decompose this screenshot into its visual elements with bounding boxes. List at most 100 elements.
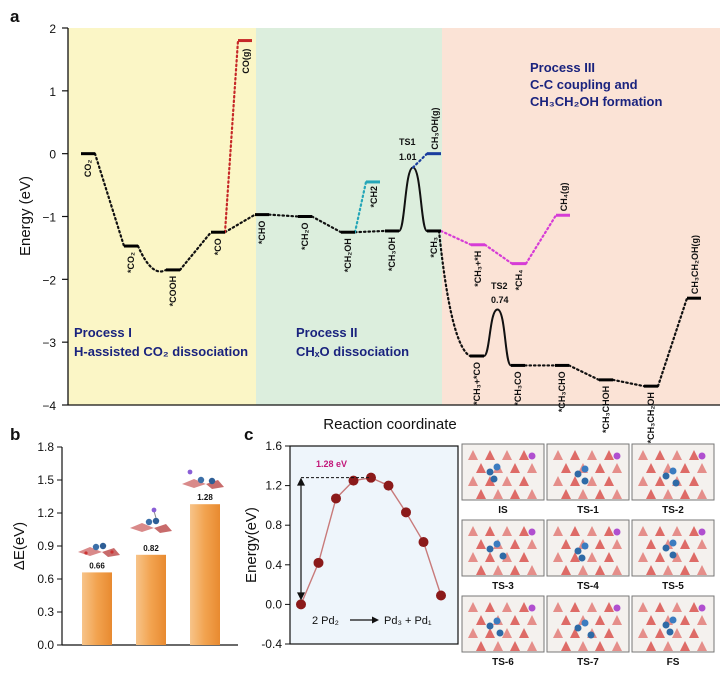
lattice-triangle: [697, 641, 707, 651]
cluster-structure-2: [130, 507, 172, 533]
state-label: CH₃CH₂OH(g): [690, 235, 700, 294]
lattice-triangle: [485, 476, 495, 486]
structure-label: TS-3: [492, 581, 514, 592]
pd-atom: [574, 624, 582, 632]
process-2-title: Process II: [296, 325, 357, 340]
neb-point: [383, 480, 394, 491]
lattice-triangle: [612, 539, 622, 549]
lattice-triangle: [570, 602, 580, 612]
lattice-triangle: [502, 552, 512, 562]
state-label: *CH₂O: [300, 223, 310, 251]
lattice-triangle: [527, 489, 537, 499]
structure-thumbnail: TS-4: [546, 519, 630, 592]
lattice-triangle: [689, 450, 699, 460]
lattice-triangle: [510, 463, 520, 473]
pd-atom: [613, 528, 621, 536]
structure-label: TS-1: [577, 505, 599, 516]
structure-label: TS-7: [577, 657, 599, 668]
pd-atom: [493, 617, 501, 625]
state-label: *CHO: [257, 221, 267, 245]
lattice-triangle: [570, 450, 580, 460]
lattice-triangle: [570, 552, 580, 562]
pd-atom: [581, 477, 589, 485]
dotted-connector: [437, 229, 472, 358]
pd-atom: [613, 604, 621, 612]
pd-atom: [581, 465, 589, 473]
ts2-name: TS2: [491, 281, 508, 291]
x-axis-label: Reaction coordinate: [323, 416, 456, 433]
y-tick-label: 1: [49, 85, 56, 99]
c-y-tick-label: 1.6: [265, 439, 282, 453]
lattice-triangle: [655, 526, 665, 536]
lattice-triangle: [697, 565, 707, 575]
pd-atom: [581, 542, 589, 550]
structure-label: IS: [498, 505, 508, 516]
y-axis-label: Energy (eV): [17, 176, 34, 256]
structure-label: TS-6: [492, 657, 514, 668]
pd-atom: [672, 479, 680, 487]
region-process-1: [68, 28, 256, 405]
lattice-triangle: [672, 450, 682, 460]
process-1-subtitle: H-assisted CO₂ dissociation: [74, 344, 248, 359]
pd-atom: [499, 552, 507, 560]
neb-point: [331, 493, 341, 504]
state-label: *CH₄: [514, 270, 524, 291]
neb-point: [418, 537, 429, 548]
pd-atom: [486, 622, 494, 630]
lattice-triangle: [561, 641, 571, 651]
lattice-triangle: [553, 628, 563, 638]
lattice-triangle: [570, 628, 580, 638]
c-y-tick-label: 0.0: [265, 597, 282, 611]
lattice-triangle: [493, 641, 503, 651]
lattice-triangle: [476, 565, 486, 575]
lattice-triangle: [502, 450, 512, 460]
state-label: CH₃OH(g): [430, 108, 440, 150]
lattice-triangle: [519, 526, 529, 536]
lattice-triangle: [680, 565, 690, 575]
lattice-triangle: [468, 628, 478, 638]
panel-label-c: c: [244, 425, 253, 444]
neb-point: [348, 475, 359, 486]
lattice-triangle: [612, 641, 622, 651]
bar: [82, 572, 112, 645]
lattice-triangle: [587, 476, 597, 486]
pd-atom: [496, 629, 504, 637]
process-3-title: Process III: [530, 60, 595, 75]
pd-atom: [528, 528, 536, 536]
dotted-connector: [178, 231, 213, 272]
y-tick-label: 0: [49, 148, 56, 162]
dotted-connector: [567, 364, 601, 381]
ts1-name: TS1: [399, 137, 416, 147]
lattice-triangle: [519, 450, 529, 460]
structure-label: TS-5: [662, 581, 684, 592]
neb-point: [313, 557, 324, 568]
bar-value-label: 0.82: [143, 544, 159, 553]
y-tick-label: −2: [42, 273, 56, 287]
lattice-triangle: [680, 615, 690, 625]
pd-atom: [490, 475, 498, 483]
lattice-triangle: [561, 539, 571, 549]
dotted-connector: [223, 213, 257, 234]
lattice-triangle: [493, 489, 503, 499]
dotted-connector: [267, 213, 300, 218]
pd-atom: [662, 621, 670, 629]
lattice-triangle: [502, 602, 512, 612]
state-label: *CH₃CHOH: [601, 386, 611, 433]
structure-label: TS-2: [662, 505, 684, 516]
lattice-triangle: [587, 526, 597, 536]
structure-label: FS: [667, 657, 680, 668]
pd-atom: [587, 631, 595, 639]
lattice-triangle: [578, 489, 588, 499]
lattice-triangle: [646, 463, 656, 473]
pd-atom: [669, 539, 677, 547]
lattice-triangle: [510, 489, 520, 499]
lattice-triangle: [638, 476, 648, 486]
lattice-triangle: [502, 526, 512, 536]
lattice-triangle: [638, 526, 648, 536]
lattice-triangle: [476, 489, 486, 499]
lattice-triangle: [553, 602, 563, 612]
lattice-triangle: [680, 641, 690, 651]
reaction-lhs: 2 Pd₂: [312, 615, 339, 627]
c-y-tick-label: 0.8: [265, 518, 282, 532]
state-label: *CH₃CHO: [557, 371, 567, 412]
